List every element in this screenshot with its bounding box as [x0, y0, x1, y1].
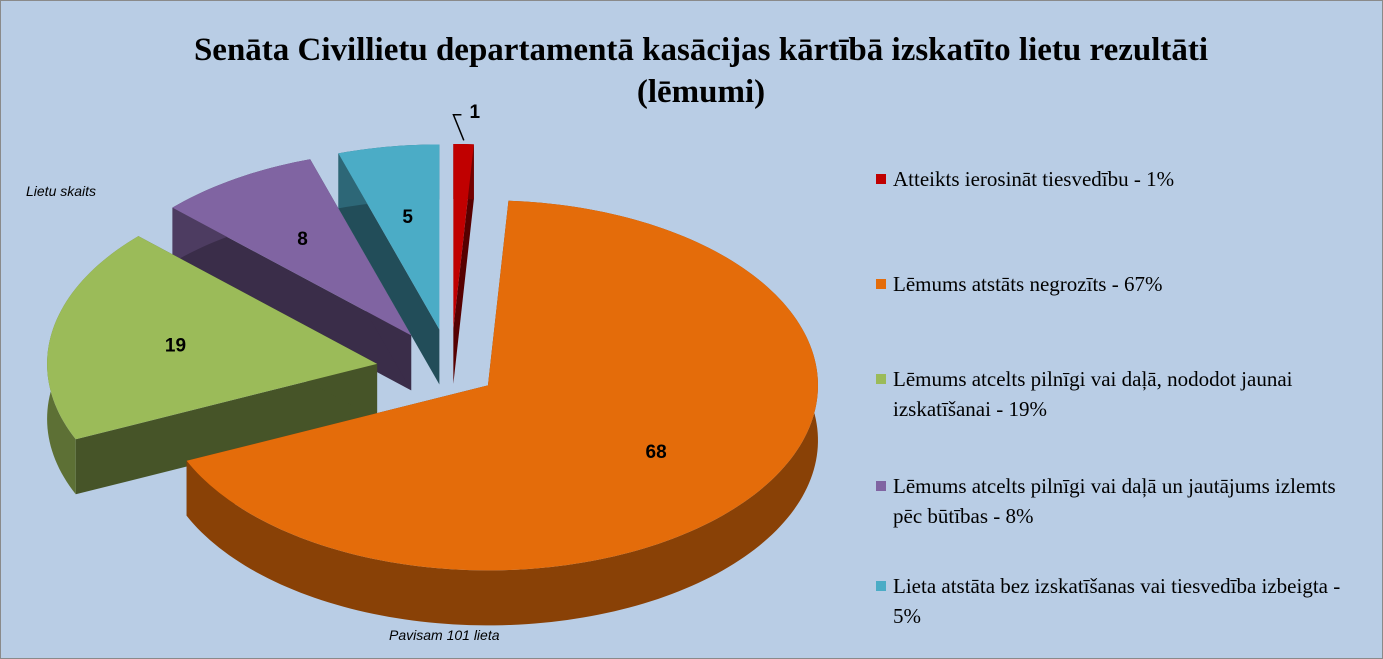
legend-label: Atteikts ierosināt tiesvedību - 1% — [893, 167, 1175, 191]
slice — [47, 236, 378, 440]
legend-label: Lieta atstāta bez izskatīšanas vai tiesv… — [893, 574, 1341, 628]
leader-line — [452, 114, 465, 141]
legend-marker — [876, 581, 886, 591]
legend-label: Lēmums atcelts pilnīgi vai daļā un jautā… — [893, 474, 1336, 528]
slice — [172, 159, 412, 336]
slice — [186, 200, 818, 571]
slice-wall — [338, 153, 440, 385]
legend-label: Lēmums atcelts pilnīgi vai daļā, nododot… — [893, 367, 1293, 421]
legend-marker — [876, 374, 886, 384]
annotation: Lietu skaits — [26, 183, 97, 199]
legend-marker — [876, 481, 886, 491]
legend-item: Lēmums atcelts pilnīgi vai daļā, nododot… — [876, 364, 1363, 424]
data-label: 8 — [297, 229, 308, 250]
data-label: 19 — [165, 335, 186, 356]
legend-marker — [876, 174, 886, 184]
slice-wall — [453, 144, 474, 384]
slice — [453, 143, 474, 329]
chart-title: Senāta Civillietu departamentā kasācijas… — [193, 32, 1209, 110]
data-label: 1 — [469, 102, 480, 123]
legend-item: Lieta atstāta bez izskatīšanas vai tiesv… — [876, 571, 1363, 631]
slice — [338, 144, 440, 330]
slice-wall — [172, 207, 412, 391]
legend-item: Atteikts ierosināt tiesvedību - 1% — [876, 164, 1363, 194]
legend-item: Lēmums atcelts pilnīgi vai daļā un jautā… — [876, 471, 1363, 531]
legend-marker — [876, 279, 886, 289]
legend-label: Lēmums atstāts negrozīts - 67% — [893, 272, 1163, 296]
annotation: Pavisam 101 lieta — [389, 627, 500, 643]
data-label: 68 — [646, 442, 667, 463]
slice-wall — [75, 363, 378, 495]
legend-item: Lēmums atstāts negrozīts - 67% — [876, 269, 1363, 299]
data-label: 5 — [402, 207, 413, 228]
